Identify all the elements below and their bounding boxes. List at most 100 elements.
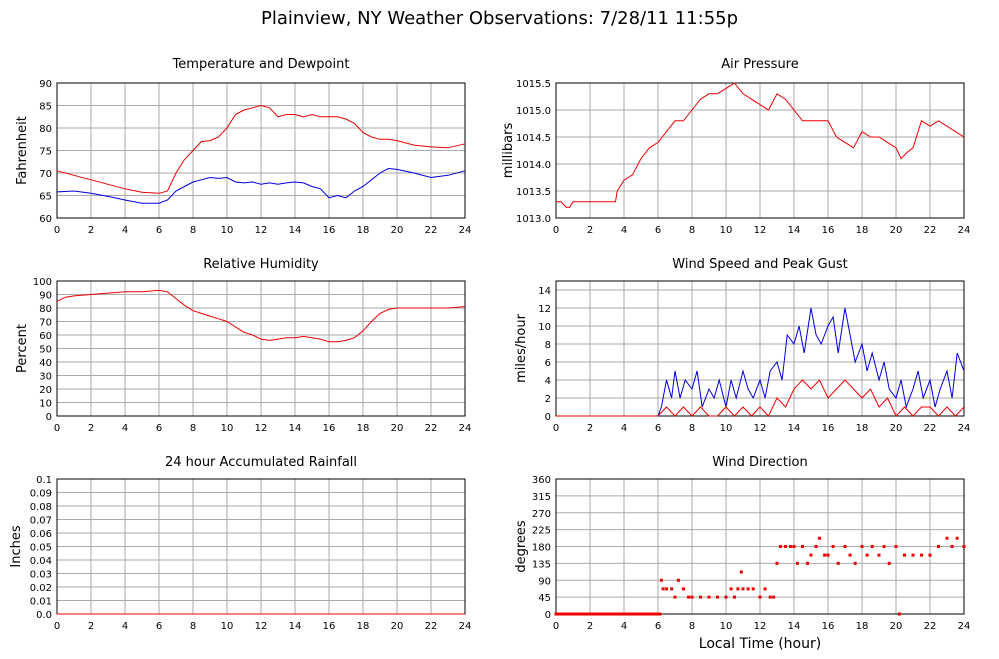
wind-speed-x-tick-label: 10	[720, 423, 733, 434]
rainfall-y-tick-label: 0.04	[30, 556, 52, 567]
pressure-x-tick-label: 14	[788, 225, 801, 236]
temperature-y-tick-label: 85	[39, 102, 52, 113]
wind-speed-x-tick-label: 24	[958, 423, 971, 434]
wind-direction-point	[665, 587, 668, 591]
temperature-y-tick-label: 75	[39, 147, 52, 158]
humidity-y-tick-label: 90	[39, 291, 52, 302]
wind-direction-point	[801, 545, 804, 548]
pressure-y-tick-label: 1015.5	[516, 79, 551, 90]
humidity-x-tick-label: 18	[357, 423, 370, 434]
wind-direction-point	[806, 561, 810, 565]
wind-direction-point	[690, 595, 694, 599]
humidity-x-tick-label: 20	[391, 423, 404, 434]
wind-direction-point	[795, 561, 799, 565]
humidity-x-tick-label: 0	[54, 423, 60, 434]
wind-direction-x-tick-label: 12	[754, 621, 767, 632]
pressure-title: Air Pressure	[721, 57, 799, 72]
pressure-x-tick-label: 0	[553, 225, 559, 236]
pressure-y-tick-label: 1014.0	[516, 160, 551, 171]
wind-direction-y-tick-label: 90	[538, 576, 551, 587]
rainfall-x-tick-label: 4	[122, 621, 128, 632]
humidity-y-tick-label: 10	[39, 399, 52, 410]
wind-speed-x-tick-label: 0	[553, 423, 559, 434]
wind-direction-point	[911, 553, 915, 557]
rainfall-y-axis-label: Inches	[9, 525, 24, 567]
humidity-x-tick-label: 2	[88, 423, 94, 434]
pressure-x-tick-label: 20	[890, 225, 903, 236]
wind-speed-x-tick-label: 4	[621, 423, 627, 434]
wind-direction-x-tick-label: 6	[655, 621, 661, 632]
wind-direction-point	[870, 545, 874, 548]
wind-direction-point	[778, 545, 782, 548]
wind-direction-point	[682, 587, 685, 591]
wind-direction-point	[763, 587, 767, 591]
wind-direction-point	[937, 545, 940, 548]
wind-direction-point	[950, 545, 954, 548]
wind-direction-point	[814, 545, 818, 548]
wind-speed-plot-frame	[555, 280, 965, 417]
wind-speed-y-tick-label: 4	[545, 376, 551, 387]
wind-direction-point	[818, 536, 821, 540]
wind-direction-point	[784, 545, 787, 548]
wind-direction-point	[772, 595, 776, 599]
wind-direction-x-tick-label: 14	[788, 621, 801, 632]
wind-direction-point	[897, 612, 901, 616]
pressure-x-tick-label: 2	[587, 225, 593, 236]
wind-direction-point	[661, 587, 665, 591]
temperature-x-tick-label: 22	[425, 225, 438, 236]
wind-direction-point	[945, 536, 949, 540]
wind-direction-point	[659, 578, 663, 582]
pressure-x-tick-label: 24	[958, 225, 971, 236]
wind-direction-y-tick-label: 225	[532, 526, 551, 537]
rainfall-x-tick-label: 12	[255, 621, 268, 632]
wind-direction-point	[733, 595, 736, 599]
wind-direction-y-tick-label: 360	[532, 475, 551, 486]
wind-direction-point	[848, 553, 852, 557]
pressure-x-tick-label: 22	[924, 225, 937, 236]
wind-speed-y-tick-label: 14	[538, 286, 551, 297]
rainfall-x-tick-label: 0	[54, 621, 60, 632]
humidity-y-tick-label: 20	[39, 385, 52, 396]
wind-direction-point	[792, 545, 796, 548]
humidity-x-tick-label: 14	[289, 423, 302, 434]
x-axis-label: Local Time (hour)	[698, 636, 822, 652]
rainfall-y-tick-label: 0.05	[30, 543, 52, 554]
rainfall-x-tick-label: 2	[88, 621, 94, 632]
temperature-x-tick-label: 24	[459, 225, 472, 236]
wind-direction-point	[673, 595, 677, 599]
pressure-y-axis-label: millibars	[501, 123, 516, 179]
pressure-x-tick-label: 16	[822, 225, 835, 236]
wind-direction-point	[707, 595, 711, 599]
pressure-y-tick-label: 1013.0	[516, 214, 551, 225]
humidity-y-axis-label: Percent	[15, 324, 30, 373]
humidity-plot-frame	[56, 280, 466, 417]
humidity-x-tick-label: 24	[459, 423, 472, 434]
wind-direction-x-tick-label: 24	[958, 621, 971, 632]
pressure-y-tick-label: 1014.5	[516, 133, 551, 144]
temperature-series-1-line	[56, 167, 466, 204]
temperature-x-tick-label: 20	[391, 225, 404, 236]
wind-direction-x-tick-label: 2	[587, 621, 593, 632]
page-title: Plainview, NY Weather Observations: 7/28…	[260, 8, 739, 29]
temperature-x-tick-label: 12	[255, 225, 268, 236]
rainfall-y-tick-label: 0.0	[36, 610, 52, 621]
wind-direction-point	[903, 553, 906, 557]
wind-speed-x-tick-label: 8	[689, 423, 695, 434]
wind-speed-x-tick-label: 20	[890, 423, 903, 434]
wind-speed-title: Wind Speed and Peak Gust	[672, 257, 847, 272]
pressure-x-tick-label: 12	[754, 225, 767, 236]
wind-direction-point	[751, 587, 755, 591]
wind-speed-x-tick-label: 6	[655, 423, 661, 434]
wind-direction-x-tick-label: 18	[856, 621, 869, 632]
temperature-y-tick-label: 80	[39, 124, 52, 135]
rainfall-x-tick-label: 22	[425, 621, 438, 632]
temperature-y-tick-label: 70	[39, 169, 52, 180]
wind-speed-y-tick-label: 0	[545, 412, 551, 423]
wind-direction-point	[955, 536, 959, 540]
wind-direction-point	[746, 587, 750, 591]
rainfall-x-tick-label: 20	[391, 621, 404, 632]
wind-direction-point	[739, 570, 743, 574]
